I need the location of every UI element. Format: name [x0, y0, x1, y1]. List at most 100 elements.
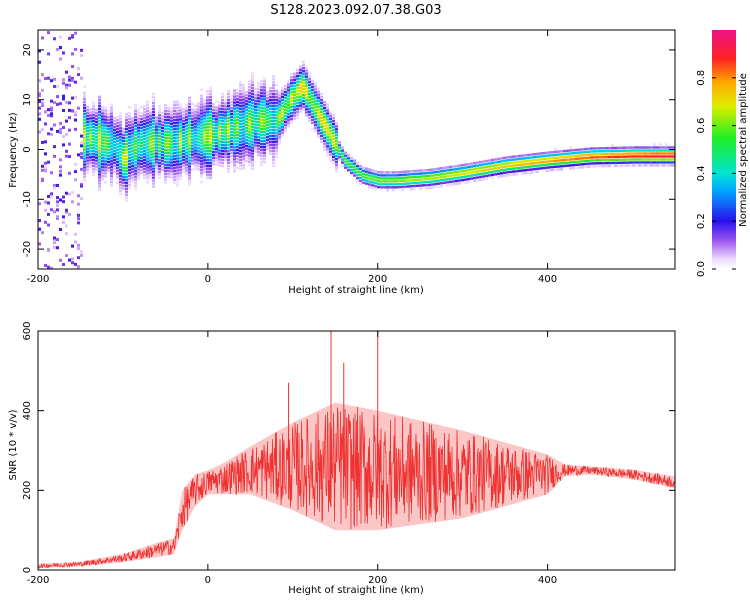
spectrogram-cell: [395, 177, 398, 180]
spectrogram-cell: [257, 82, 260, 85]
spectrogram-cell: [209, 158, 212, 161]
spectrogram-cell: [194, 146, 197, 149]
spectrogram-cell: [158, 167, 161, 171]
spectrogram-cell: [269, 113, 272, 117]
spectrogram-cell: [641, 152, 644, 155]
spectrogram-cell: [119, 118, 122, 121]
spectrogram-cell: [284, 111, 287, 115]
spectrogram-cell: [86, 141, 89, 144]
spectrogram-cell: [110, 166, 113, 169]
spectrogram-cell: [152, 140, 155, 143]
spectrogram-cell: [305, 102, 308, 105]
spectrogram-cell: [413, 184, 416, 188]
spectrogram-cell: [101, 169, 104, 172]
spectrogram-cell: [389, 177, 392, 180]
spectrogram-cell: [65, 224, 68, 228]
spectrogram-cell: [200, 124, 203, 127]
spectrogram-cell: [65, 149, 68, 153]
spectrogram-cell: [146, 163, 149, 166]
spectrogram-cell: [176, 157, 179, 160]
spectrogram-cell: [281, 131, 284, 134]
spectrogram-cell: [668, 164, 671, 167]
spectrogram-cell: [113, 131, 116, 135]
spectrogram-cell: [449, 183, 452, 187]
spectrogram-cell: [209, 167, 212, 170]
spectrogram-cell: [281, 113, 284, 116]
spectrogram-cell: [140, 126, 143, 130]
spectrogram-cell: [278, 139, 281, 142]
spectrogram-cell: [101, 166, 104, 169]
spectrogram-cell: [218, 116, 221, 119]
spectrogram-cell: [476, 170, 479, 173]
spectrogram-cell: [83, 94, 86, 98]
spectrogram-cell: [368, 168, 371, 171]
spectrogram-cell: [560, 153, 563, 156]
spectrogram-cell: [215, 160, 218, 163]
spectrogram-cell: [221, 134, 224, 138]
spectrogram-cell: [323, 139, 326, 143]
spectrogram-cell: [194, 125, 197, 128]
spectrogram-cell: [152, 113, 155, 117]
spectrogram-cell: [296, 89, 299, 93]
spectrogram-cell: [101, 130, 104, 133]
spectrogram-cell: [257, 103, 260, 106]
spectrogram-cell: [119, 168, 122, 172]
spectrogram-cell: [323, 112, 326, 116]
spectrogram-cell: [44, 152, 47, 156]
spectrogram-cell: [296, 75, 299, 78]
spectrogram-cell: [98, 113, 101, 116]
spectrogram-cell: [170, 125, 173, 128]
spectrogram-cell: [131, 123, 134, 126]
spectrogram-cell: [332, 128, 335, 132]
spectrogram-cell: [263, 119, 266, 122]
spectrogram-cell: [140, 105, 143, 109]
spectrogram-cell: [182, 140, 185, 144]
spectrogram-cell: [221, 128, 224, 132]
spectrogram-cell: [158, 114, 161, 117]
spectrogram-cell: [128, 180, 131, 184]
spectrogram-cell: [287, 104, 290, 107]
spectrogram-cell: [209, 155, 212, 158]
spectrogram-cell: [176, 151, 179, 154]
spectrogram-cell: [221, 125, 224, 129]
spectrogram-cell: [557, 150, 560, 153]
spectrogram-cell: [158, 132, 161, 135]
spectrogram-cell: [290, 82, 293, 85]
spectrogram-cell: [491, 164, 494, 168]
spectrogram-cell: [224, 156, 227, 159]
spectrogram-cell: [125, 163, 128, 167]
spectrogram-cell: [566, 158, 569, 161]
spectrogram-cell: [170, 158, 173, 161]
spectrogram-cell: [275, 107, 278, 110]
spectrogram-cell: [83, 97, 86, 101]
spectrogram-cell: [503, 162, 506, 166]
spectrogram-cell: [569, 164, 572, 167]
spectrogram-cell: [281, 107, 284, 110]
spectrogram-cell: [473, 176, 476, 180]
spectrogram-cell: [626, 155, 629, 158]
spectrogram-cell: [221, 122, 224, 126]
spectrogram-cell: [257, 94, 260, 97]
spectrogram-cell: [152, 182, 155, 185]
spectrogram-cell: [161, 126, 164, 130]
spectrogram-cell: [98, 188, 101, 191]
spectrogram-cell: [467, 168, 470, 172]
spectrogram-cell: [80, 48, 83, 52]
spectrogram-cell: [461, 163, 464, 167]
spectrogram-cell: [65, 154, 68, 158]
spectrogram-cell: [500, 166, 503, 169]
spectrogram-cell: [425, 174, 428, 178]
spectrogram-cell: [152, 92, 155, 96]
spectrogram-cell: [143, 140, 146, 144]
spectrogram-cell: [260, 89, 263, 92]
spectrogram-cell: [137, 165, 140, 168]
spectrogram-cell: [296, 78, 299, 81]
spectrogram-cell: [149, 144, 152, 147]
spectrogram-cell: [314, 118, 317, 121]
spectrogram-cell: [104, 157, 107, 160]
spectrogram-cell: [560, 162, 563, 165]
spectrogram-cell: [239, 119, 242, 123]
spectrogram-cell: [518, 160, 521, 164]
spectrogram-cell: [236, 160, 239, 164]
spectrogram-cell: [599, 147, 602, 150]
